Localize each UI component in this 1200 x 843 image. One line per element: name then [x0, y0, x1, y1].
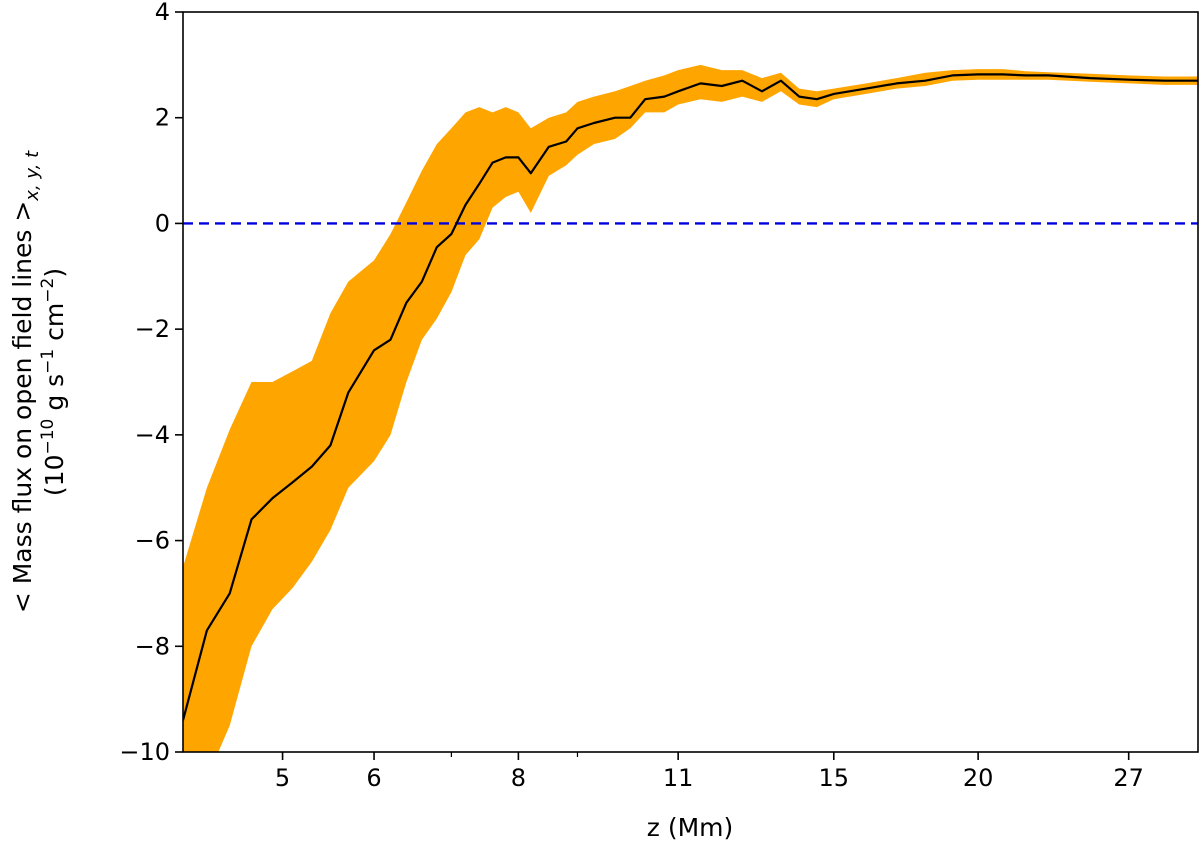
- y-tick-label: −10: [119, 738, 170, 766]
- y-axis-label-line1: < Mass flux on open field lines >x, y, t: [8, 150, 43, 613]
- x-tick-label: 11: [663, 764, 694, 792]
- x-tick-label: 5: [275, 764, 290, 792]
- y-axis: −10 −8 −6 −4 −2 0 2 4: [119, 0, 183, 766]
- mean-line: [183, 73, 1198, 721]
- uncertainty-band: [183, 64, 1198, 752]
- plot-frame: [182, 11, 1199, 753]
- x-tick-label: 27: [1113, 764, 1144, 792]
- x-tick-label: 6: [366, 764, 381, 792]
- x-tick-label: 8: [511, 764, 526, 792]
- y-axis-label-line2: (10−10 g s−1 cm−2): [38, 268, 69, 496]
- x-axis: 5 6 8 11 15 20 27: [275, 752, 1144, 792]
- y-tick-label: 4: [155, 0, 170, 26]
- y-tick-label: −4: [135, 421, 170, 449]
- plot-area: [183, 64, 1198, 752]
- x-tick-label: 15: [819, 764, 850, 792]
- y-tick-label: 2: [155, 104, 170, 132]
- x-tick-label: 20: [963, 764, 994, 792]
- y-tick-label: −2: [135, 315, 170, 343]
- y-tick-label: 0: [155, 209, 170, 237]
- x-axis-label: z (Mm): [647, 813, 734, 842]
- y-tick-label: −6: [135, 527, 170, 555]
- y-tick-label: −8: [135, 632, 170, 660]
